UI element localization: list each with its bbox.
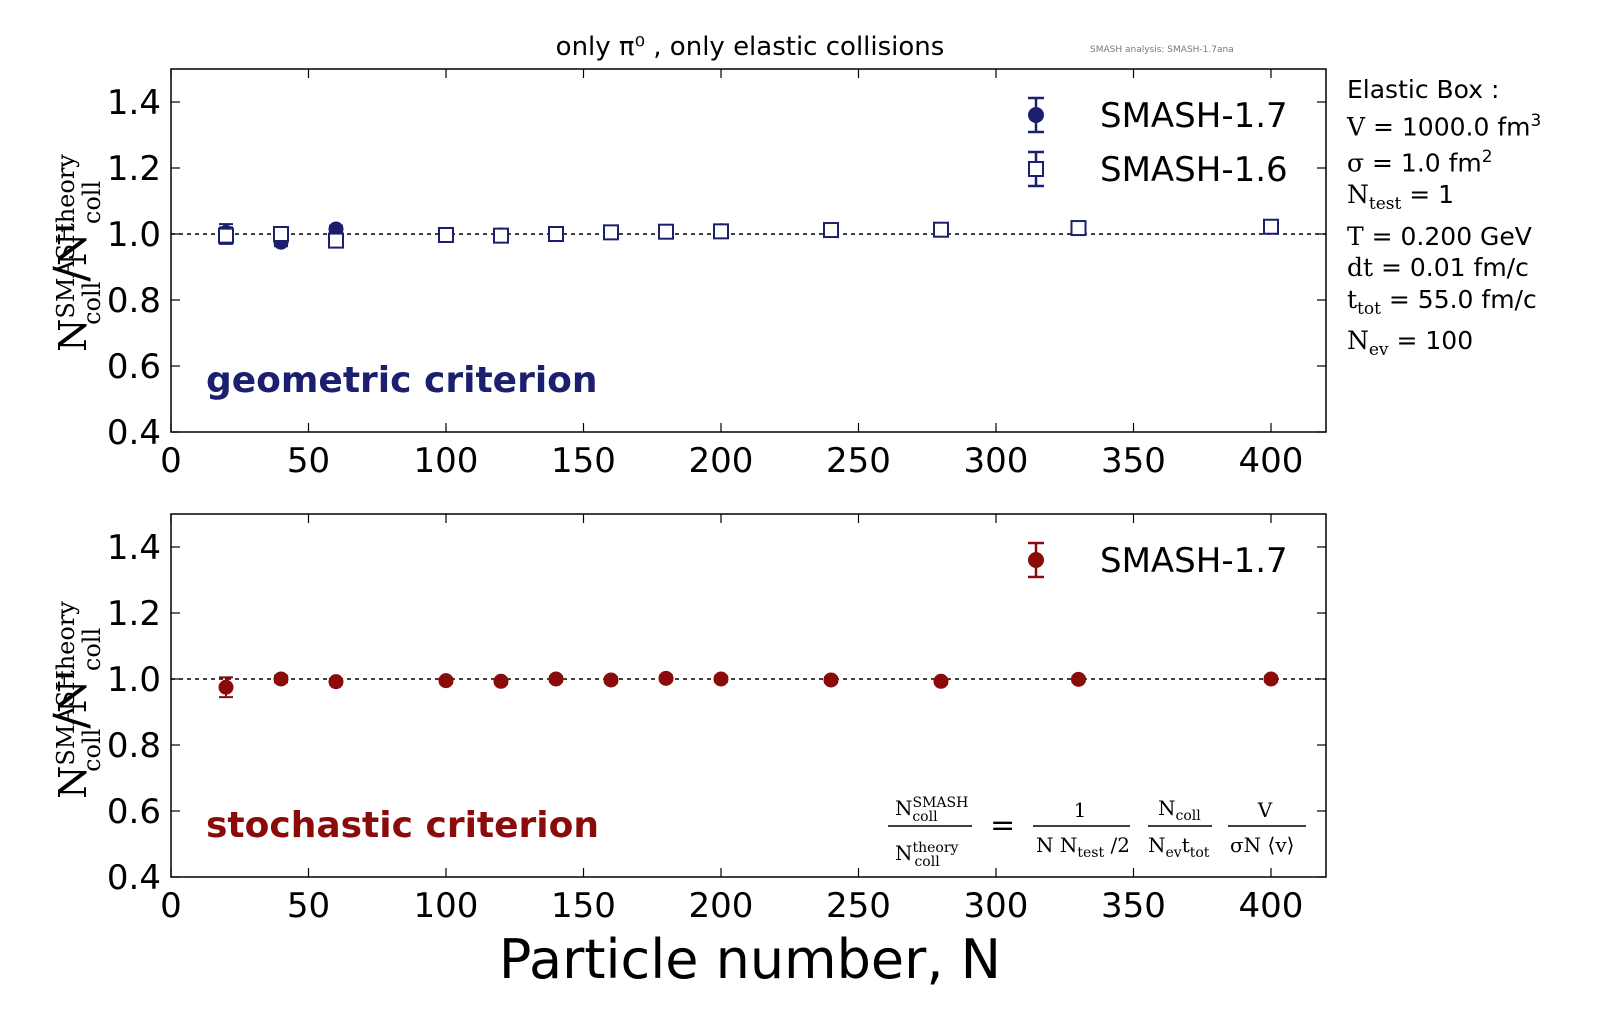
x-tick-label: 300 [964, 886, 1029, 926]
y-tick-label: 1.4 [107, 83, 161, 123]
data-point-circle [603, 672, 619, 688]
x-tick-label: 150 [551, 441, 616, 481]
param-ntest: Ntest = 1 [1347, 180, 1455, 215]
y-axis-label-top: NSMASHcoll/Ntheorycoll [43, 154, 106, 352]
stochastic-panel: 0 50 100 150 200 250 300 350 400 0.4 0.6 0.8 1.0 1.2 1… [107, 513, 1327, 926]
svg-text:NSMASHcoll: NSMASH coll [895, 795, 968, 825]
data-point-circle [713, 671, 729, 687]
x-tick-label: 0 [160, 886, 182, 926]
data-point-square [658, 223, 674, 240]
chart-title: only π⁰ , only elastic collisions [556, 32, 945, 62]
plot-frame [170, 513, 1327, 878]
criterion-annotation: stochastic criterion [206, 805, 599, 846]
data-point-circle [273, 671, 289, 687]
param-nev: Nev = 100 [1347, 326, 1474, 361]
x-axis-label: Particle number, N [499, 928, 1001, 991]
watermark: SMASH analysis: SMASH-1.7ana [1090, 45, 1234, 55]
data-point-circle [933, 673, 949, 689]
x-tick-label: 350 [1101, 886, 1166, 926]
svg-text:1: 1 [1074, 798, 1087, 822]
x-tick-label: 350 [1101, 441, 1166, 481]
data-point-circle [1071, 671, 1086, 687]
legend-label: SMASH-1.6 [1100, 150, 1288, 190]
data-point-circle [218, 679, 234, 695]
data-point-square [328, 232, 344, 249]
x-tick-label: 150 [551, 886, 616, 926]
data-point-square [713, 223, 729, 240]
svg-text:σN ⟨v⟩: σN ⟨v⟩ [1230, 833, 1294, 857]
data-point-circle [548, 671, 564, 687]
svg-text:N Ntest /2: N Ntest /2 [1036, 833, 1130, 861]
svg-text:V: V [1257, 798, 1273, 822]
x-tick-label: 200 [689, 886, 754, 926]
x-tick-label: 200 [689, 441, 754, 481]
param-volume: V = 1000.0 fm3 [1347, 110, 1542, 141]
y-tick-label: 1.4 [107, 528, 161, 568]
x-tick-label: 400 [1239, 441, 1304, 481]
y-axis-label-bottom: NSMASHcoll/Ntheorycoll [43, 601, 106, 799]
x-tick-label: 50 [287, 441, 330, 481]
param-ttot: ttot = 55.0 fm/c [1347, 284, 1537, 319]
data-point-circle [1263, 671, 1279, 687]
y-tick-label: 0.6 [107, 792, 161, 832]
y-tick-label: 1.0 [107, 660, 161, 700]
param-temperature: T = 0.200 GeV [1347, 221, 1532, 251]
data-point-square [438, 226, 454, 243]
x-tick-label: 250 [826, 886, 891, 926]
svg-text:Ncoll: Ncoll [1158, 796, 1201, 824]
data-point-circle [438, 673, 454, 689]
data-point-square [548, 226, 564, 242]
data-point-square [603, 224, 619, 241]
legend-marker-circle [1028, 107, 1044, 123]
data-point-square [823, 222, 839, 239]
y-tick-label: 0.8 [107, 281, 161, 321]
data-point-square [933, 221, 949, 238]
legend-marker-circle [1028, 552, 1044, 568]
data-point-square [218, 227, 234, 244]
x-tick-label: 100 [414, 441, 479, 481]
x-tick-label: 300 [964, 441, 1029, 481]
param-cross-section: σ = 1.0 fm2 [1347, 147, 1493, 178]
data-point-square [1263, 218, 1279, 235]
legend-marker-square [1028, 161, 1044, 177]
data-point-circle [328, 674, 344, 690]
legend-label: SMASH-1.7 [1100, 541, 1288, 581]
legend-label: SMASH-1.7 [1100, 96, 1288, 136]
y-tick-label: 1.2 [107, 594, 161, 634]
y-tick-label: 0.6 [107, 347, 161, 387]
svg-text:Nevttot: Nevttot [1148, 833, 1210, 861]
x-tick-label: 50 [287, 886, 330, 926]
x-tick-label: 0 [160, 441, 182, 481]
geometric-panel: 0 50 100 150 200 250 300 350 400 0.4 0.6 0.8 1.0 1.2 1… [107, 68, 1327, 481]
param-dt: dt = 0.01 fm/c [1347, 253, 1529, 283]
svg-text:=: = [990, 808, 1015, 843]
y-tick-label: 0.4 [107, 858, 161, 898]
plot-frame [170, 68, 1327, 433]
data-point-circle [658, 670, 674, 686]
y-tick-label: 1.2 [107, 149, 161, 189]
simulation-parameters: Elastic Box : V = 1000.0 fm3 σ = 1.0 fm2… [1347, 74, 1541, 367]
y-tick-label: 0.8 [107, 726, 161, 766]
data-point-square [493, 227, 509, 244]
data-point-square [273, 226, 289, 242]
criterion-annotation: geometric criterion [206, 360, 598, 401]
x-tick-label: 400 [1239, 886, 1304, 926]
svg-text:Ntheorycoll: Ntheory coll [895, 840, 959, 870]
y-tick-label: 0.4 [107, 413, 161, 453]
x-tick-label: 250 [826, 441, 891, 481]
svg-text:NSMASHcoll/Ntheorycoll: NSMASHcoll/Ntheorycoll [43, 601, 106, 799]
data-point-square [1070, 220, 1087, 237]
data-point-circle [493, 673, 509, 689]
formula: NSMASH coll Ntheory coll = 1 N Ntest /2 Nc… [888, 795, 1306, 870]
params-heading: Elastic Box : [1347, 75, 1500, 104]
y-tick-label: 1.0 [107, 215, 161, 255]
x-tick-label: 100 [414, 886, 479, 926]
data-point-circle [823, 672, 839, 688]
svg-text:NSMASHcoll/Ntheorycoll: NSMASHcoll/Ntheorycoll [43, 154, 106, 352]
